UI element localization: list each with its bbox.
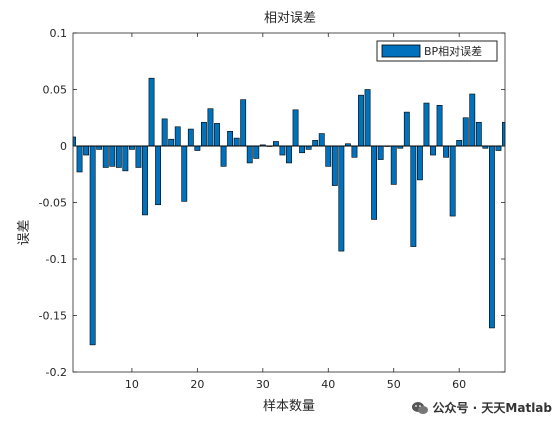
x-tick-label: 60 (452, 378, 466, 391)
bar (436, 105, 443, 147)
y-tick-label: 0 (60, 140, 67, 153)
x-tick-label: 10 (125, 378, 139, 391)
bar (161, 118, 168, 147)
bar (423, 102, 430, 147)
bar (331, 145, 338, 186)
bar (286, 145, 292, 164)
bar (174, 126, 181, 147)
bar (122, 145, 129, 172)
bar (488, 145, 495, 329)
bar (89, 145, 96, 346)
bar (109, 145, 116, 167)
bar (214, 123, 220, 147)
bar (338, 145, 345, 252)
bar (148, 77, 155, 147)
legend-swatch (381, 44, 421, 58)
bar (220, 145, 227, 167)
watermark-text: 公众号 · 天天Matlab (432, 401, 553, 415)
x-axis-ticks: 10 20 30 40 50 60 (125, 33, 466, 391)
bar (207, 108, 214, 147)
bar (194, 145, 201, 151)
bar (253, 145, 260, 159)
bar (168, 138, 175, 147)
bar (279, 145, 286, 156)
bar (364, 89, 371, 147)
bar (102, 145, 109, 168)
bar (410, 145, 417, 247)
bar (292, 109, 299, 147)
legend: BP相对误差 (376, 40, 498, 62)
bar (318, 133, 325, 147)
bar (181, 145, 188, 202)
bar (135, 145, 142, 168)
x-tick-label: 50 (387, 378, 401, 391)
bar (358, 94, 364, 147)
bar (200, 121, 207, 147)
bar (495, 145, 502, 151)
bar (371, 145, 378, 220)
bar (299, 145, 306, 154)
bar (351, 145, 358, 158)
x-tick-label: 20 (190, 378, 204, 391)
bar (377, 145, 384, 160)
bar (246, 145, 253, 164)
bar (430, 145, 436, 156)
y-axis-label: 误差 (17, 219, 32, 245)
y-tick-label: -0.05 (39, 197, 67, 210)
x-tick-label: 40 (321, 378, 335, 391)
bar (155, 145, 162, 206)
bar (462, 117, 469, 147)
bar (403, 111, 410, 147)
bar (233, 137, 240, 147)
bar (390, 145, 397, 185)
bar (272, 141, 279, 147)
bar (469, 93, 476, 147)
bar (96, 145, 103, 150)
y-tick-label: -0.2 (46, 366, 67, 379)
bar (240, 99, 247, 147)
y-tick-label: -0.15 (39, 310, 67, 323)
wechat-icon (411, 401, 428, 414)
y-tick-label: 0.1 (50, 27, 68, 40)
bar (142, 145, 148, 216)
watermark: 公众号 · 天天Matlab (411, 399, 553, 416)
chart-title: 相对误差 (264, 11, 316, 26)
bar (443, 145, 450, 158)
bar (83, 145, 90, 156)
y-tick-label: 0.05 (43, 84, 68, 97)
y-tick-label: -0.1 (46, 253, 67, 266)
bar (312, 140, 319, 147)
plot-area (73, 33, 505, 372)
bar (456, 140, 463, 147)
bar (128, 145, 135, 150)
bar (227, 131, 234, 147)
bar (115, 145, 122, 168)
bar (416, 145, 423, 181)
bar (449, 145, 456, 217)
y-axis-ticks: -0.2 -0.15 -0.1 -0.05 0 0.05 0.1 (39, 27, 505, 379)
bar (187, 128, 194, 147)
x-axis-label: 样本数量 (263, 399, 315, 414)
bar (305, 145, 312, 150)
legend-label: BP相对误差 (424, 44, 482, 58)
bar (475, 121, 482, 147)
bar (76, 145, 83, 173)
x-tick-label: 30 (256, 378, 270, 391)
bar (325, 145, 332, 167)
